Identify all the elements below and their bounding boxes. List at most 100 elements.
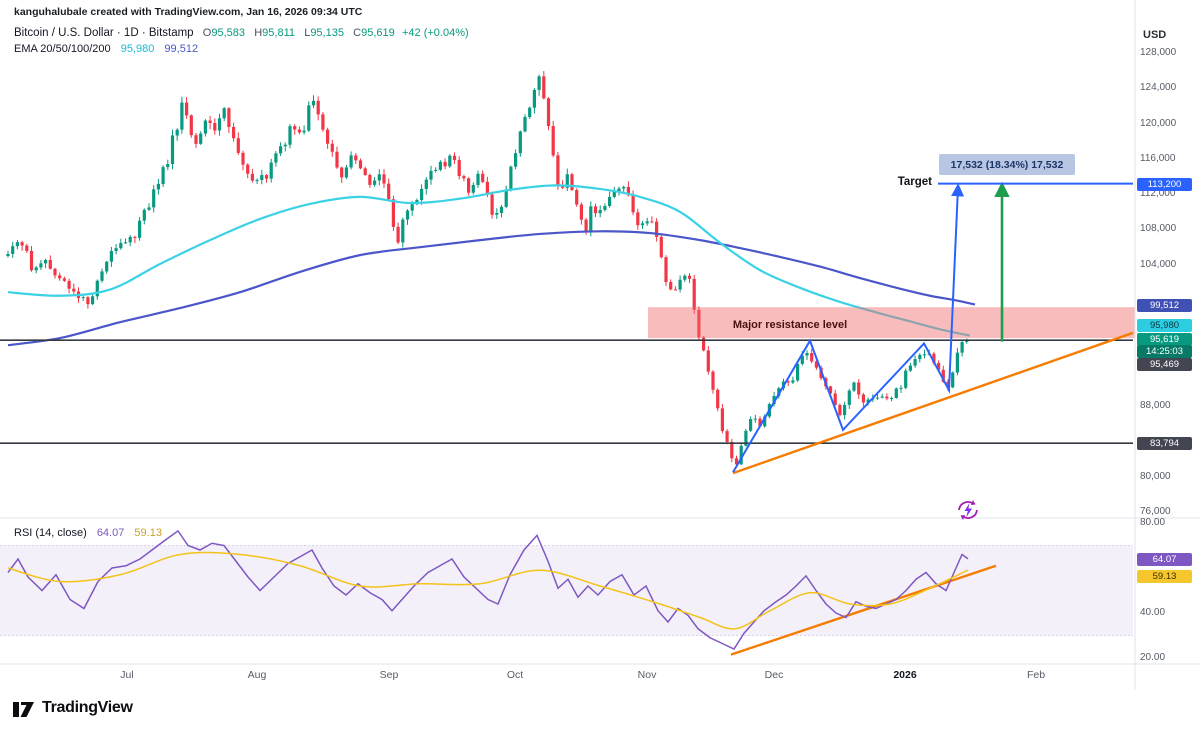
- main-trendline[interactable]: [732, 331, 1134, 475]
- candle-body: [86, 297, 90, 305]
- candle-body: [551, 125, 555, 156]
- candle-body: [918, 354, 922, 360]
- candle-body: [678, 279, 682, 290]
- price-tick-20.00: 20.00: [1140, 652, 1166, 663]
- candle-body: [175, 129, 179, 136]
- candle-body: [894, 388, 898, 399]
- candle-body: [537, 76, 541, 90]
- candle-body: [199, 133, 203, 144]
- candle-body: [152, 189, 156, 208]
- candle-body: [100, 271, 104, 281]
- resistance-band-label: Major resistance level: [733, 319, 847, 331]
- rsi-line[interactable]: [7, 529, 969, 650]
- ema-slow-value: 99,512: [164, 43, 199, 55]
- measure-label[interactable]: 17,532 (18.34%) 17,532: [939, 154, 1075, 175]
- candle-body: [847, 390, 851, 405]
- candle-body: [250, 173, 254, 181]
- ema-slow-line[interactable]: [7, 230, 976, 347]
- resistance-band[interactable]: [648, 307, 1135, 339]
- price-tick-80.00: 80.00: [1140, 517, 1166, 528]
- candle-body: [612, 191, 616, 197]
- time-tick-Nov: Nov: [637, 669, 657, 681]
- price-badge-83,794: 83,794: [1137, 436, 1192, 450]
- candle-body: [828, 386, 833, 394]
- candle-body: [932, 353, 936, 363]
- candle-body: [420, 188, 424, 201]
- candle-body: [302, 130, 306, 133]
- price-tick-104,000: 104,000: [1140, 259, 1177, 270]
- candle-body: [354, 155, 358, 161]
- candle-body: [443, 161, 447, 167]
- candle-body: [702, 337, 706, 351]
- candle-body: [452, 155, 457, 161]
- candle-body: [344, 167, 348, 178]
- candle-body: [410, 204, 414, 211]
- price-tick-76,000: 76,000: [1140, 506, 1171, 517]
- symbol-title[interactable]: Bitcoin / U.S. Dollar · 1D · Bitstamp: [14, 27, 194, 39]
- price-tick-124,000: 124,000: [1140, 82, 1177, 93]
- candle-body: [800, 355, 804, 364]
- price-badge-95,469: 95,469: [1137, 357, 1192, 371]
- candle-body: [636, 212, 640, 226]
- rsi-trendline[interactable]: [730, 564, 997, 656]
- candle-body: [645, 221, 649, 224]
- ema-fast-line[interactable]: [7, 184, 971, 337]
- ema-indicator-label: EMA 20/50/100/200: [14, 43, 111, 55]
- candle-body: [222, 108, 226, 119]
- candle-body: [44, 259, 48, 264]
- candle-body: [532, 89, 536, 108]
- candle-body: [946, 381, 950, 388]
- candle-body: [377, 174, 381, 181]
- rsi-indicator-row[interactable]: RSI (14, close) 64.07 59.13: [14, 527, 162, 539]
- zigzag-drawing[interactable]: [732, 183, 965, 473]
- candle-body: [67, 280, 71, 289]
- candle-body: [358, 160, 363, 169]
- candle-body: [288, 126, 292, 145]
- rsi-ma-line[interactable]: [7, 551, 969, 630]
- candle-body: [523, 116, 527, 132]
- candle-body: [321, 114, 325, 130]
- candle-body: [20, 242, 24, 246]
- candle-body: [631, 195, 635, 213]
- candle-body: [11, 246, 15, 254]
- candle-body: [48, 259, 52, 269]
- candle-body: [692, 278, 696, 310]
- price-badge-99,512: 99,512: [1137, 298, 1192, 312]
- candle-body: [424, 179, 428, 189]
- candle-body: [885, 396, 889, 399]
- candle-body: [34, 267, 38, 271]
- candle-body: [462, 176, 466, 179]
- candle-body: [119, 242, 123, 249]
- candle-body: [15, 242, 19, 247]
- candle-body: [467, 178, 471, 193]
- candle-body: [683, 275, 687, 280]
- time-tick-Sep: Sep: [379, 669, 399, 681]
- candle-body: [189, 115, 193, 136]
- candle-body: [457, 160, 461, 177]
- lightning-sticker-icon: [955, 497, 981, 523]
- candle-body: [669, 281, 673, 290]
- candle-body: [749, 419, 753, 431]
- candle-body: [147, 207, 151, 210]
- candle-body: [626, 186, 630, 196]
- ema-indicator-row[interactable]: EMA 20/50/100/200 95,980 99,512: [14, 43, 198, 55]
- candle-body: [481, 173, 485, 182]
- footer-brand[interactable]: TradingView: [12, 696, 133, 719]
- candle-body: [373, 180, 377, 185]
- candle-body: [349, 155, 353, 168]
- candle-body: [6, 253, 10, 257]
- candle-body: [655, 221, 659, 237]
- candle-body: [546, 98, 551, 126]
- candle-body: [156, 183, 160, 190]
- open-value: 95,583: [211, 27, 245, 39]
- candle-body: [542, 76, 546, 99]
- candle-body: [763, 416, 767, 427]
- candle-body: [241, 152, 245, 165]
- close-value: 95,619: [361, 27, 395, 39]
- candle-body: [965, 340, 969, 343]
- candle-body: [899, 387, 903, 389]
- candle-body: [166, 164, 170, 168]
- candle-body: [575, 189, 579, 205]
- candle-body: [194, 135, 198, 144]
